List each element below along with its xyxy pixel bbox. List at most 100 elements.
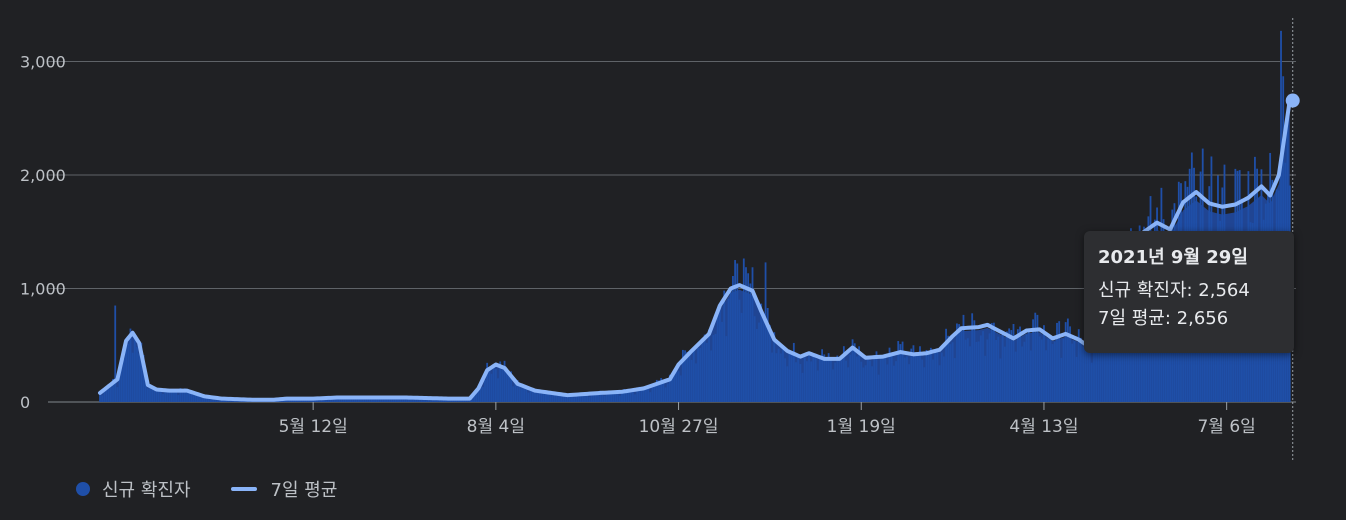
daily-cases-bar [479,385,482,402]
daily-cases-bar [673,374,676,402]
daily-cases-bar [151,387,154,402]
daily-cases-bar [777,348,780,402]
daily-cases-bar [1056,322,1058,402]
daily-cases-bar [510,371,512,402]
daily-cases-bar [129,328,132,402]
daily-cases-bar [390,399,393,402]
daily-cases-bar [634,394,636,402]
daily-cases-bar [860,361,863,402]
daily-cases-bar [703,334,706,402]
daily-cases-bar [481,386,484,402]
daily-cases-bar [797,357,800,402]
daily-cases-bar [629,390,632,402]
daily-cases-bar [625,390,628,402]
daily-cases-bar [597,392,599,402]
daily-cases-bar [331,397,334,402]
daily-cases-bar [581,394,584,402]
x-tick-label: 8월 4일 [467,417,525,437]
daily-cases-bar [205,397,208,402]
daily-cases-bar [529,388,532,402]
daily-cases-bar [699,347,702,402]
daily-cases-bar [714,333,717,402]
daily-cases-bar [929,347,932,402]
daily-cases-bar [892,365,895,402]
chart-legend: 신규 확진자 7일 평균 [76,476,377,502]
daily-cases-bar [283,399,286,402]
daily-cases-bar [492,366,495,402]
daily-cases-bar [866,358,869,402]
daily-cases-bar [697,348,700,402]
daily-cases-bar [577,392,580,402]
daily-cases-bar [1023,341,1026,402]
daily-cases-bar [503,360,506,402]
daily-cases-bar [1027,328,1030,402]
daily-cases-bar [1064,322,1067,402]
daily-cases-bar [760,303,763,402]
daily-cases-bar [932,359,934,402]
daily-cases-bar [742,258,745,402]
daily-cases-bar [666,383,669,402]
daily-cases-bar [571,393,573,402]
daily-cases-bar [186,390,188,402]
daily-cases-bar [1103,321,1106,402]
daily-cases-bar [749,283,752,402]
daily-cases-bar [823,354,826,402]
daily-cases-bar [727,298,730,402]
daily-cases-bar [997,336,1000,402]
x-tick-label: 10월 27일 [639,417,719,437]
daily-cases-bar [995,339,997,402]
daily-cases-bar [1062,338,1065,402]
daily-cases-bar [747,273,750,402]
daily-cases-bar [544,393,547,402]
daily-cases-bar [986,339,989,402]
daily-cases-bar [945,328,947,402]
daily-cases-bar [477,390,480,402]
daily-cases-bar [827,353,830,402]
daily-cases-bar [836,355,839,402]
daily-cases-bar [1019,326,1021,402]
tooltip-new-cases: 신규 확진자: 2,564 [1098,280,1250,301]
daily-cases-bar [116,387,119,402]
daily-cases-bar [890,354,893,402]
daily-cases-bar [816,370,819,402]
daily-cases-bar [966,338,969,402]
daily-cases-bar [803,357,806,402]
daily-cases-bar [1058,321,1061,402]
daily-cases-bar [355,398,358,402]
daily-cases-bar [895,361,897,402]
daily-cases-bar [399,397,402,402]
daily-cases-bar [551,393,554,402]
daily-cases-bar [971,313,974,402]
daily-cases-bar [347,398,349,402]
daily-cases-bar [716,309,719,402]
daily-cases-bar [499,361,502,402]
daily-cases-bar [810,361,813,402]
daily-cases-bar [1043,325,1045,402]
daily-cases-bar [1032,319,1034,402]
daily-cases-bar [688,351,691,402]
daily-cases-bar [1066,318,1069,402]
legend-item-cases[interactable]: 신규 확진자 [76,476,191,502]
daily-cases-bar [605,393,608,402]
daily-cases-bar [133,334,136,402]
daily-cases-bar [490,373,493,402]
daily-cases-bar [1097,325,1100,402]
daily-cases-bar [934,350,937,402]
daily-cases-bar [442,399,445,402]
daily-cases-bar [951,342,954,402]
daily-cases-bar [682,349,684,402]
legend-item-average[interactable]: 7일 평균 [230,476,337,502]
y-tick-label: 1,000 [20,280,66,299]
daily-cases-bar [579,392,582,402]
daily-cases-bar [146,388,149,402]
daily-cases-bar [969,346,971,402]
daily-cases-bar [314,399,317,402]
daily-cases-bar [825,360,828,402]
daily-cases-bar [494,368,497,402]
daily-cases-bar [882,356,884,402]
daily-cases-bar [1006,331,1008,402]
daily-cases-bar [701,338,704,402]
daily-cases-bar [886,364,889,402]
daily-cases-bar [838,359,841,402]
x-tick-label: 4월 13일 [1009,417,1078,437]
